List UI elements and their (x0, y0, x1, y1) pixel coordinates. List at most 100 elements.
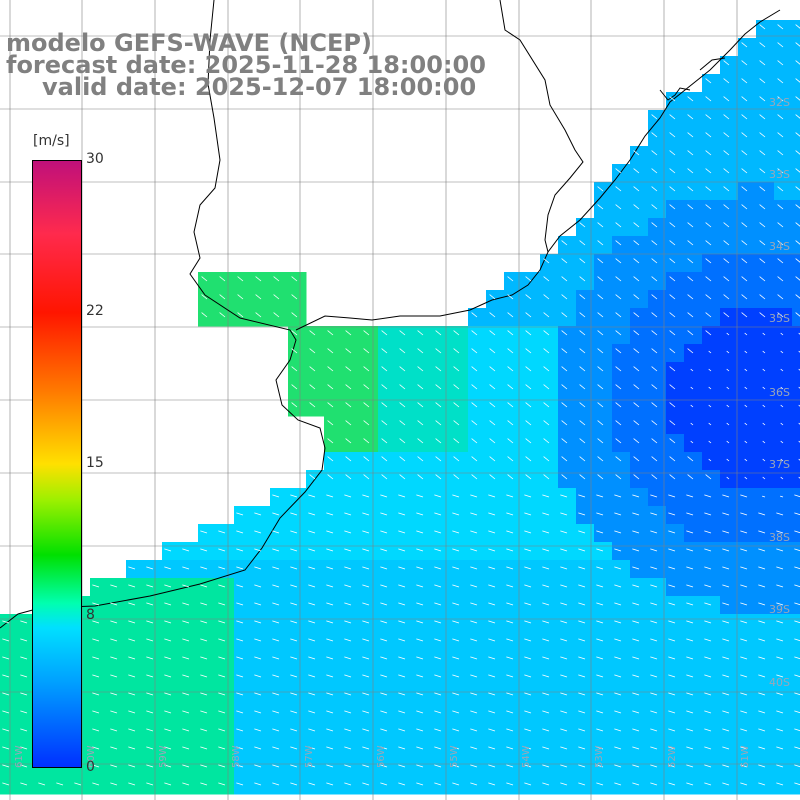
wind-arrow (614, 674, 622, 678)
wind-arrow (525, 348, 532, 354)
colorbar-unit: [m/s] (33, 133, 70, 149)
wind-arrow (236, 728, 244, 732)
wind-cell (378, 398, 397, 417)
wind-cell (594, 596, 613, 615)
wind-cell (414, 686, 433, 705)
wind-arrow (146, 620, 154, 624)
wind-cell (648, 146, 667, 165)
wind-arrow (236, 584, 244, 588)
wind-cell (756, 326, 775, 345)
wind-cell (576, 542, 595, 561)
wind-cell (738, 92, 757, 111)
wind-arrow (434, 584, 442, 588)
wind-arrow (525, 294, 532, 300)
wind-cell (630, 722, 649, 741)
wind-arrow (380, 584, 388, 588)
wind-cell (594, 776, 613, 795)
wind-cell (324, 650, 343, 669)
wind-arrow (489, 456, 496, 462)
wind-cell (252, 506, 271, 525)
wind-cell (432, 326, 451, 345)
wind-arrow (705, 240, 712, 246)
wind-cell (666, 416, 685, 435)
wind-arrow (651, 474, 658, 480)
wind-cell (774, 74, 793, 93)
wind-arrow (506, 746, 514, 750)
wind-cell (396, 434, 415, 453)
wind-cell (738, 416, 757, 435)
wind-cell (126, 776, 145, 795)
wind-arrow (434, 494, 442, 498)
wind-cell (504, 758, 523, 777)
wind-arrow (759, 240, 766, 246)
wind-cell (630, 632, 649, 651)
wind-cell (378, 344, 397, 363)
wind-cell (468, 344, 487, 363)
wind-arrow (705, 114, 712, 120)
wind-arrow (543, 420, 550, 426)
wind-cell (666, 380, 685, 399)
wind-cell (396, 722, 415, 741)
wind-arrow (686, 638, 694, 642)
wind-cell (540, 596, 559, 615)
wind-cell (774, 110, 793, 129)
wind-cell (324, 380, 343, 399)
wind-arrow (380, 656, 388, 660)
wind-cell (576, 650, 595, 669)
wind-arrow (507, 438, 514, 444)
wind-arrow (236, 512, 244, 516)
wind-arrow (579, 456, 586, 462)
wind-arrow (272, 512, 280, 516)
wind-arrow (704, 548, 712, 552)
wind-arrow (164, 728, 172, 732)
wind-cell (378, 362, 397, 381)
wind-arrow (416, 584, 424, 588)
wind-arrow (651, 402, 658, 408)
wind-arrow (668, 764, 676, 768)
wind-arrow (651, 258, 658, 264)
wind-arrow (758, 692, 766, 696)
wind-arrow (579, 222, 586, 228)
wind-cell (684, 614, 703, 633)
wind-cell (90, 740, 109, 759)
wind-cell (504, 434, 523, 453)
wind-arrow (795, 150, 800, 155)
wind-arrow (668, 656, 676, 660)
wind-arrow (632, 656, 640, 660)
wind-arrow (219, 294, 226, 300)
wind-arrow (399, 420, 406, 426)
wind-cell (90, 668, 109, 687)
wind-cell (792, 596, 800, 615)
wind-cell (522, 704, 541, 723)
wind-cell (144, 686, 163, 705)
wind-cell (468, 326, 487, 345)
wind-cell (234, 596, 253, 615)
wind-arrow (542, 764, 550, 768)
wind-cell (504, 650, 523, 669)
wind-cell (180, 776, 199, 795)
wind-cell (270, 614, 289, 633)
wind-arrow (632, 548, 640, 552)
wind-cell (414, 704, 433, 723)
wind-cell (306, 560, 325, 579)
wind-arrow (650, 512, 658, 516)
wind-cell (720, 344, 739, 363)
wind-cell (378, 434, 397, 453)
wind-cell (666, 218, 685, 237)
wind-cell (648, 290, 667, 309)
wind-arrow (362, 512, 370, 516)
wind-cell (792, 650, 800, 669)
wind-arrow (164, 548, 172, 552)
wind-arrow (128, 764, 136, 768)
wind-arrow (488, 728, 496, 732)
lat-label: 38S (769, 531, 790, 544)
wind-cell (702, 596, 721, 615)
wind-arrow (723, 168, 730, 174)
wind-arrow (164, 710, 172, 714)
wind-arrow (20, 656, 28, 660)
wind-cell (612, 740, 631, 759)
wind-arrow (290, 728, 298, 732)
wind-arrow (723, 78, 730, 84)
wind-arrow (597, 222, 604, 228)
wind-cell (792, 434, 800, 453)
